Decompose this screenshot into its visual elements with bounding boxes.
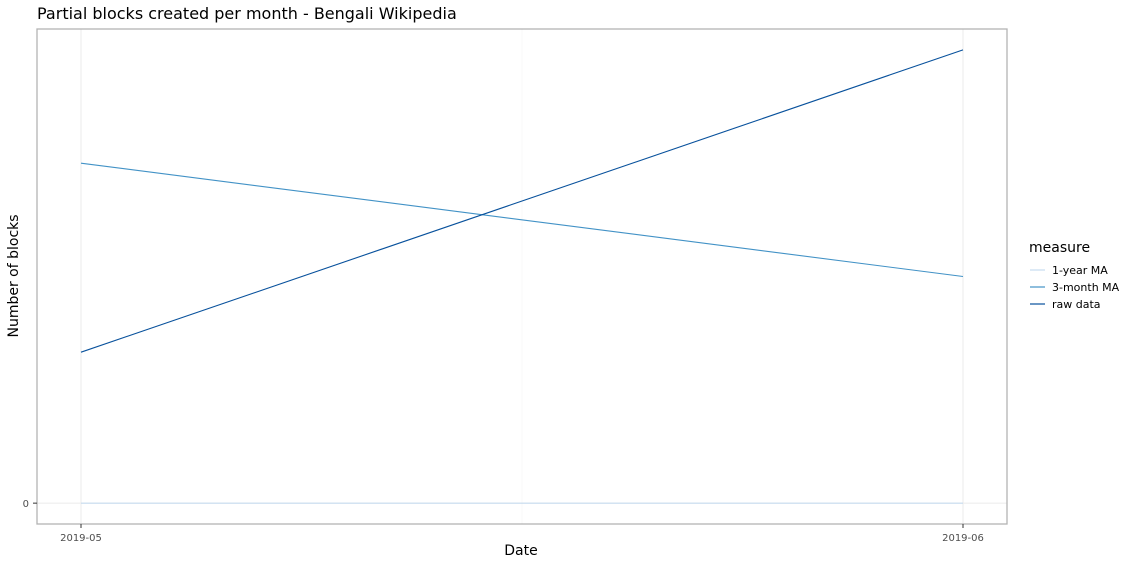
x-tick-label: 2019-05: [60, 533, 102, 544]
legend-items: 1-year MA 3-month MA raw data: [1030, 264, 1120, 311]
legend-label: 3-month MA: [1052, 281, 1120, 294]
x-tick-label: 2019-06: [942, 533, 984, 544]
series-line: [80, 49, 964, 353]
plot-panel-border: [36, 28, 1008, 525]
y-axis-title: Number of blocks: [6, 214, 22, 337]
legend: measure 1-year MA 3-month MA raw data: [1029, 240, 1120, 311]
legend-label: raw data: [1052, 298, 1101, 311]
axis-ticks: 2019-05 2019-06 0: [23, 499, 984, 544]
series-lines: [80, 49, 964, 504]
legend-label: 1-year MA: [1052, 264, 1108, 277]
chart-title: Partial blocks created per month - Benga…: [37, 4, 457, 23]
series-line: [80, 162, 964, 278]
legend-title: measure: [1029, 240, 1090, 256]
grid: [37, 29, 1007, 524]
x-axis-title: Date: [504, 543, 537, 559]
y-tick-label: 0: [23, 499, 29, 510]
